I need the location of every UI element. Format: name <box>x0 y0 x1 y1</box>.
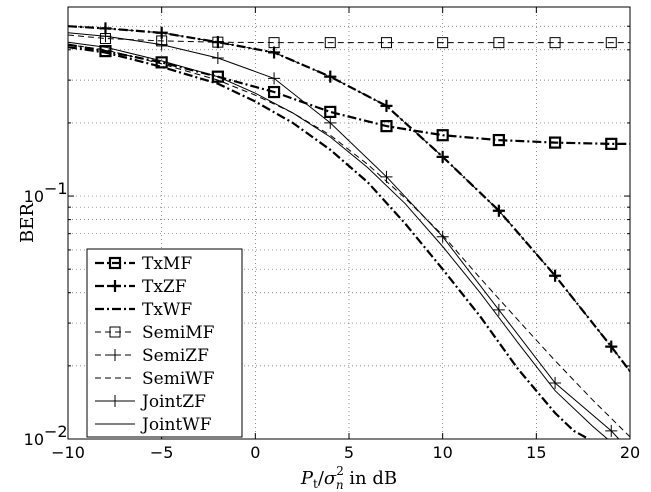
legend-item: TxZF <box>95 277 187 297</box>
marker-plus <box>268 72 281 85</box>
legend-label: JointWF <box>140 415 212 435</box>
marker-plus <box>436 230 449 243</box>
series-txwf <box>68 46 590 439</box>
series-jointwf <box>68 41 608 439</box>
marker-plus <box>549 377 562 390</box>
y-tick-label: 10 <box>24 187 44 206</box>
marker-plus <box>324 70 337 83</box>
marker-square <box>267 85 281 99</box>
y-tick-label-exponent: −1 <box>44 179 68 198</box>
marker-plus <box>211 36 224 49</box>
x-axis-label: Pt/σ2 n in dB <box>300 464 397 492</box>
marker-plus <box>99 30 112 43</box>
marker-square <box>548 136 562 149</box>
legend-label: SemiMF <box>142 323 215 343</box>
marker-plus <box>155 26 168 39</box>
series-line-txmf <box>68 43 630 145</box>
marker-square <box>437 37 449 49</box>
series-jointzf <box>68 30 620 439</box>
marker-square <box>549 37 561 49</box>
marker-square <box>324 105 337 119</box>
legend-label: SemiWF <box>142 369 215 389</box>
x-tick-label: 10 <box>432 443 452 462</box>
legend-label: TxMF <box>142 254 192 274</box>
marker-square <box>436 129 449 142</box>
x-tick-label: 0 <box>250 443 260 462</box>
legend-item: TxMF <box>95 254 192 274</box>
y-tick-label: 10 <box>24 430 44 449</box>
series-line-semimf <box>68 34 630 44</box>
legend-item: JointZF <box>95 392 206 412</box>
marker-plus <box>155 38 168 51</box>
series-semizf <box>68 22 630 372</box>
marker-square <box>492 133 505 147</box>
legend-label: JointZF <box>140 392 206 412</box>
marker-plus <box>549 269 562 282</box>
series-semiwf <box>68 44 630 438</box>
marker-square <box>380 37 392 49</box>
marker-square <box>108 256 122 270</box>
x-tick-label: 15 <box>526 443 546 462</box>
marker-plus <box>109 280 121 292</box>
legend-item: SemiMF <box>95 323 215 343</box>
marker-plus <box>211 52 224 65</box>
x-tick-label: 20 <box>620 443 640 462</box>
legend-label: TxZF <box>142 277 187 297</box>
marker-plus <box>380 170 393 183</box>
marker-square <box>324 37 336 49</box>
legend-item: JointWF <box>95 415 212 435</box>
legend-box <box>86 248 243 438</box>
marker-plus <box>436 150 449 163</box>
legend-item: TxWF <box>95 300 192 320</box>
x-tick-label: −10 <box>51 443 85 462</box>
marker-plus <box>380 99 393 112</box>
series-line-semizf <box>68 25 630 372</box>
marker-square <box>605 137 618 150</box>
legend: TxMF TxZF TxWF SemiMF SemiZF SemiWF JointZF Joi… <box>86 248 243 438</box>
legend-item: SemiWF <box>95 369 215 389</box>
x-tick-label: −5 <box>150 443 174 462</box>
marker-plus <box>605 340 618 353</box>
legend-label: TxWF <box>142 300 192 320</box>
legend-item: SemiZF <box>95 346 209 366</box>
x-tick-label: 5 <box>344 443 354 462</box>
series-line-jointzf <box>68 32 620 439</box>
marker-square <box>109 326 121 338</box>
series-line-jointwf <box>68 41 608 439</box>
series-semimf <box>68 33 630 49</box>
marker-plus <box>109 395 121 407</box>
grid <box>68 7 630 439</box>
marker-plus <box>492 303 505 316</box>
marker-plus <box>268 46 281 59</box>
legend-label: SemiZF <box>142 346 209 366</box>
marker-plus <box>109 349 121 361</box>
y-axis-label: BER <box>17 203 38 243</box>
y-tick-label-exponent: −2 <box>44 422 68 441</box>
marker-square <box>380 120 393 133</box>
marker-square <box>493 37 505 49</box>
marker-plus <box>605 424 618 437</box>
marker-plus <box>324 116 337 129</box>
series-line-txwf <box>68 46 590 439</box>
marker-square <box>605 37 617 49</box>
series-line-semiwf <box>68 44 630 438</box>
marker-square <box>211 70 224 83</box>
marker-plus <box>492 204 505 217</box>
series-layer <box>68 22 630 439</box>
